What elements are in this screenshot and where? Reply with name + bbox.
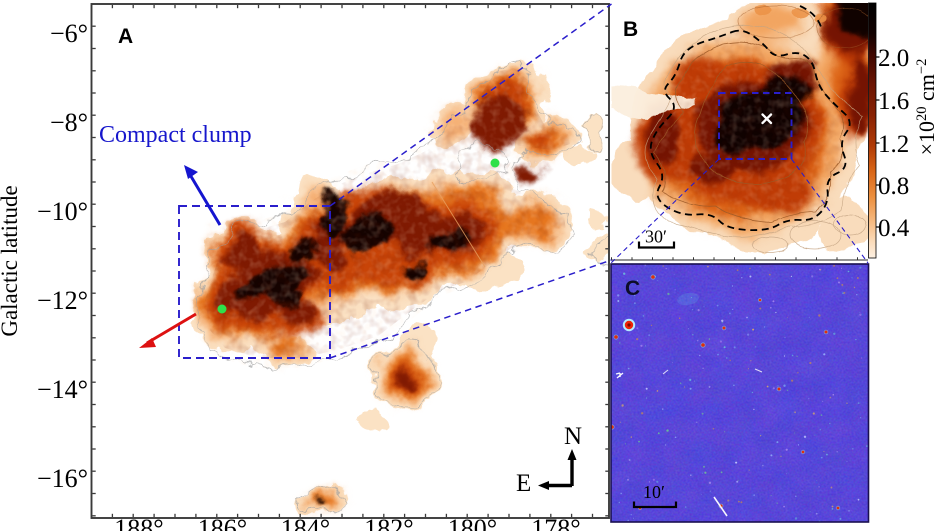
svg-text:0.8: 0.8: [878, 173, 909, 200]
svg-text:−6°: −6°: [50, 19, 88, 48]
svg-text:−14°: −14°: [37, 375, 88, 404]
svg-text:184°: 184°: [281, 514, 330, 531]
svg-text:×1020 cm−2: ×1020 cm−2: [914, 59, 939, 156]
svg-text:−16°: −16°: [37, 464, 88, 493]
svg-text:−10°: −10°: [37, 197, 88, 226]
svg-text:2.0: 2.0: [878, 45, 909, 72]
svg-text:C: C: [625, 277, 640, 300]
svg-text:Compact clump: Compact clump: [99, 122, 252, 148]
svg-text:182°: 182°: [364, 514, 413, 531]
svg-text:178°: 178°: [531, 514, 580, 531]
svg-text:1.6: 1.6: [878, 88, 909, 115]
svg-text:Galactic latitude: Galactic latitude: [0, 185, 22, 336]
svg-text:A: A: [118, 25, 133, 48]
svg-text:188°: 188°: [114, 514, 163, 531]
svg-text:N: N: [564, 423, 582, 450]
svg-text:1.2: 1.2: [878, 131, 909, 158]
svg-text:0.4: 0.4: [878, 215, 910, 242]
svg-text:−12°: −12°: [37, 286, 88, 315]
svg-text:186°: 186°: [198, 514, 247, 531]
svg-text:−8°: −8°: [50, 108, 88, 137]
svg-text:B: B: [623, 18, 638, 41]
svg-text:10′: 10′: [643, 482, 665, 502]
svg-text:180°: 180°: [448, 514, 497, 531]
svg-text:30′: 30′: [645, 227, 667, 247]
svg-text:E: E: [516, 470, 531, 497]
